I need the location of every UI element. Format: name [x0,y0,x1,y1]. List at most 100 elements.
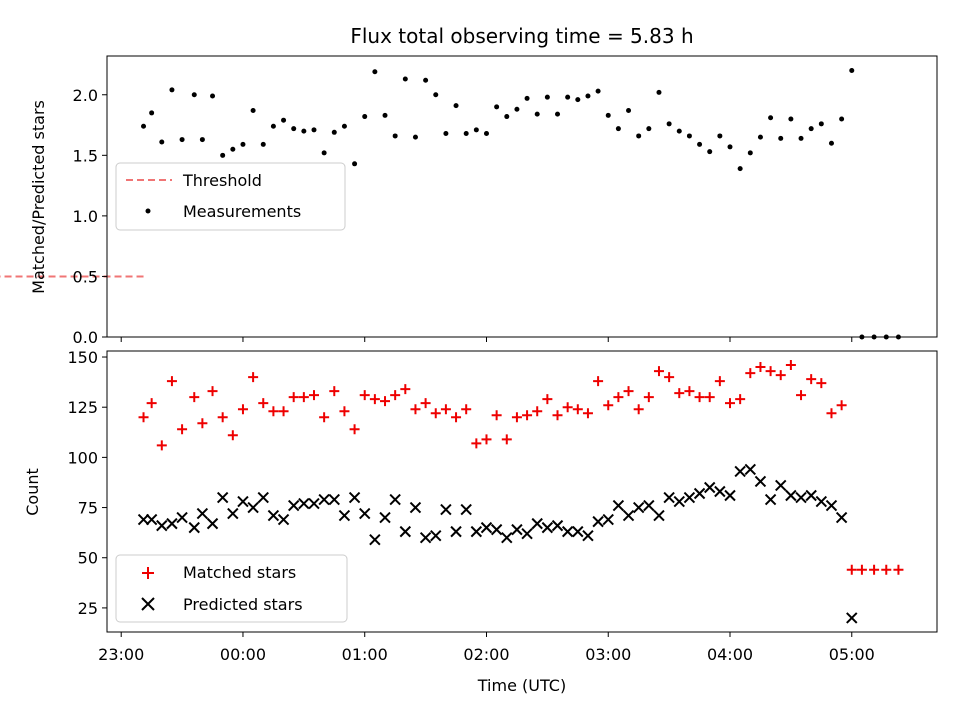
predicted-star-point [430,529,442,542]
matched-star-point [258,398,269,409]
matched-star-point [796,390,807,401]
matched-star-point [288,392,299,403]
predicted-star-point [714,485,726,498]
measurement-point [372,69,378,75]
predicted-star-point [683,491,696,504]
matched-star-point [613,392,624,403]
predicted-star-point [419,531,432,544]
measurement-point [514,106,520,112]
matched-star-point [714,376,725,387]
predicted-star-point [764,493,777,506]
predicted-star-point [785,489,797,502]
measurement-point [483,131,489,137]
predicted-star-point [237,495,249,508]
predicted-star-point [643,499,655,512]
measurement-point [494,104,500,110]
measurement-point [808,126,814,132]
predicted-star-point [308,497,320,510]
predicted-star-point [379,511,391,524]
measurement-point [778,135,784,141]
matched-star-point [893,564,904,575]
measurement-point [331,129,337,135]
top-y-tick-label: 2.0 [73,86,98,105]
bottom-y-tick-label: 75 [78,499,98,518]
measurement-point [179,137,185,143]
matched-star-point [440,404,451,415]
top-panel-frame [106,55,938,338]
predicted-star-point [704,481,716,494]
predicted-star-point [328,493,340,506]
predicted-star-point [389,493,401,506]
measurement-point [524,95,530,101]
predicted-star-point [166,517,178,530]
predicted-star-point [754,475,767,488]
predicted-star-point [724,489,736,502]
matched-star-point [369,394,380,405]
predicted-star-point [470,525,483,538]
predicted-star-point [399,525,412,538]
predicted-star-point [805,489,817,502]
predicted-star-point [653,509,665,522]
matched-star-point [217,412,228,423]
matched-star-point [380,396,391,407]
bottom-legend-box [115,554,348,623]
predicted-star-point [592,515,604,528]
measurement-point [473,127,479,133]
bottom-panel: 25 50 75 100 125 150 23:00 00:00 01:00 02:00 03:00… [23,348,938,695]
predicted-star-point [409,501,422,514]
matched-star-point [603,400,614,411]
measurement-point [270,123,276,129]
matched-stars-legend-swatch [142,567,154,579]
matched-star-point [806,374,817,385]
bottom-y-tick-label: 125 [67,398,98,417]
matched-star-point [430,408,441,419]
measurement-point [605,112,611,118]
predicted-star-point [440,503,452,516]
measurement-point [341,123,347,129]
measurement-point [615,126,621,132]
x-tick-label: 23:00 [98,645,144,664]
matched-star-point [481,434,492,445]
measurement-point [626,108,632,114]
measurement-point [697,141,703,147]
x-tick-label: 01:00 [342,645,388,664]
measurement-point [250,108,256,114]
matched-star-point [471,438,482,449]
chart-title: Flux total observing time = 5.83 h [350,24,693,48]
matched-star-point [735,394,746,405]
matched-star-point [846,564,857,575]
matched-star-point [248,372,259,383]
measurement-point [544,94,550,100]
measurement-point [423,77,429,83]
measurement-point [240,141,246,147]
predicted-star-point [216,491,229,504]
matched-star-point [420,398,431,409]
measurement-point [585,93,591,99]
matched-star-point [491,410,502,421]
bottom-y-axis-label: Count [23,468,42,516]
predicted-star-point [835,511,848,524]
predicted-star-point [511,523,523,536]
matched-star-point [785,360,796,371]
measurement-point [199,137,205,143]
measurement-point [707,149,713,155]
measurement-point [321,150,327,156]
matched-star-point [582,408,593,419]
x-tick-label: 02:00 [463,645,509,664]
matched-star-point [207,386,218,397]
bottom-y-tick-label: 150 [67,348,98,367]
predicted-star-point [582,529,594,542]
x-tick-label: 00:00 [220,645,266,664]
threshold-legend-label: Threshold [182,171,262,190]
measurement-point [169,87,175,93]
predicted-star-point [490,523,503,536]
matched-star-point [816,378,827,389]
predicted-star-point [531,517,543,530]
measurement-point [230,146,236,152]
measurement-point [717,133,723,139]
predicted-star-point [348,491,361,504]
predicted-star-point [744,463,757,476]
measurement-point [352,161,358,167]
measurement-point [636,133,642,139]
predicted-star-point [450,525,462,538]
